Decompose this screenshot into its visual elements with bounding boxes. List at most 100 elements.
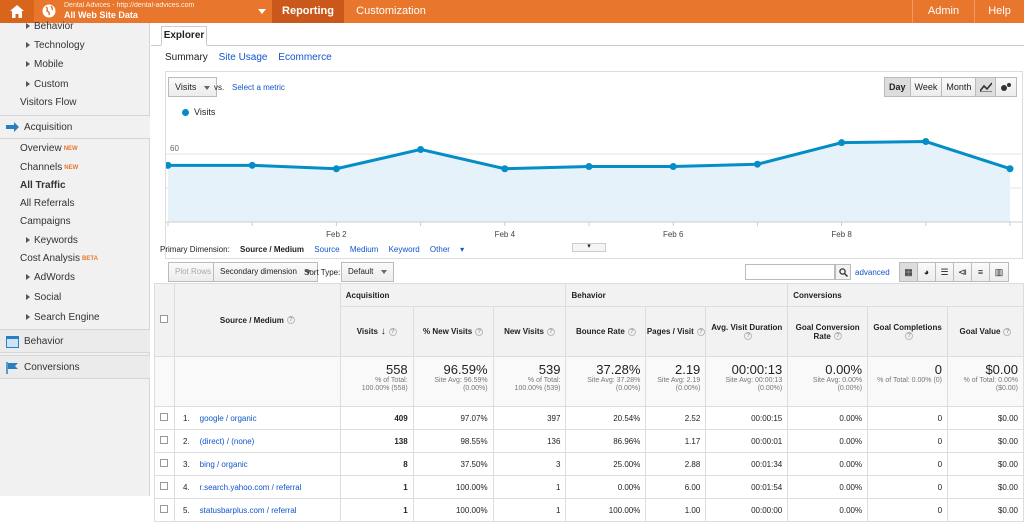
period-day-button[interactable]: Day: [885, 78, 911, 96]
account-dropdown-icon[interactable]: [258, 9, 266, 14]
subtab-ecommerce[interactable]: Ecommerce: [278, 52, 332, 63]
select-metric-link[interactable]: Select a metric: [232, 83, 285, 92]
help-icon[interactable]: ?: [905, 332, 914, 341]
help-icon[interactable]: ?: [627, 327, 636, 336]
account-selector[interactable]: Dental Advices - http://dental-advices.c…: [64, 2, 194, 21]
home-button[interactable]: [0, 0, 34, 23]
column-header[interactable]: Pages / Visit?: [645, 306, 707, 357]
data-point[interactable]: [166, 161, 172, 169]
row-checkbox[interactable]: [160, 436, 169, 444]
row-checkbox[interactable]: [160, 459, 169, 467]
view-pivot-button[interactable]: ▥: [990, 263, 1008, 281]
period-week-button[interactable]: Week: [910, 78, 943, 96]
sidebar-item-social[interactable]: Social: [0, 289, 150, 307]
view-term-cloud-button[interactable]: ≡: [972, 263, 990, 281]
source-medium-link[interactable]: r.search.yahoo.com / referral: [199, 482, 302, 492]
source-medium-link[interactable]: google / organic: [199, 413, 257, 423]
period-month-button[interactable]: Month: [942, 78, 976, 96]
data-point[interactable]: [501, 165, 509, 173]
column-header[interactable]: Avg. Visit Duration?: [705, 306, 789, 357]
column-source-medium[interactable]: Source / Medium?: [173, 283, 341, 357]
sidebar-item-custom[interactable]: Custom: [0, 76, 150, 94]
row-checkbox[interactable]: [160, 413, 169, 421]
chart-collapse-handle[interactable]: ▾: [572, 243, 606, 252]
source-medium-link[interactable]: (direct) / (none): [199, 436, 255, 446]
sidebar-item-channels[interactable]: Channels NEW: [0, 159, 150, 177]
view-performance-button[interactable]: ☰: [936, 263, 954, 281]
metric-cell: 2.52: [645, 406, 707, 430]
data-point[interactable]: [417, 145, 425, 153]
help-icon[interactable]: ?: [546, 327, 555, 336]
x-tick-label: Feb 2: [326, 230, 347, 239]
sidebar-item-overview[interactable]: Overview NEW: [0, 140, 150, 158]
data-point[interactable]: [922, 138, 930, 146]
data-point[interactable]: [1006, 165, 1014, 173]
column-header[interactable]: Bounce Rate?: [565, 306, 647, 357]
help-icon[interactable]: ?: [388, 327, 397, 336]
search-button[interactable]: [835, 264, 851, 280]
dimension-other[interactable]: Other ▾: [429, 245, 465, 254]
secondary-dimension-select[interactable]: Secondary dimension: [213, 262, 318, 282]
column-header[interactable]: % New Visits?: [412, 306, 494, 357]
line-chart-button[interactable]: [976, 78, 996, 96]
sidebar-item-seo[interactable]: Search Engine Optimization: [0, 309, 150, 341]
motion-chart-button[interactable]: [996, 78, 1016, 96]
subtab-summary[interactable]: Summary: [165, 52, 208, 63]
view-comparison-button[interactable]: ⧏: [954, 263, 972, 281]
table-search-input[interactable]: [745, 264, 835, 280]
help-icon[interactable]: ?: [833, 332, 842, 341]
dimension-keyword[interactable]: Keyword: [388, 245, 420, 254]
sidebar-item-mobile[interactable]: Mobile: [0, 56, 150, 74]
view-data-button[interactable]: ▦: [900, 263, 918, 281]
help-icon[interactable]: ?: [475, 327, 484, 336]
plot-rows-button[interactable]: Plot Rows: [168, 262, 219, 282]
subtab-site-usage[interactable]: Site Usage: [218, 52, 268, 63]
data-point[interactable]: [585, 162, 593, 170]
tab-help[interactable]: Help: [974, 0, 1024, 23]
help-icon[interactable]: ?: [1003, 327, 1012, 336]
column-header[interactable]: Goal Completions?: [867, 306, 949, 357]
data-point[interactable]: [669, 162, 677, 170]
advanced-filter-link[interactable]: advanced: [855, 268, 890, 277]
data-point[interactable]: [753, 160, 761, 168]
sidebar-section-behavior[interactable]: Behavior: [0, 329, 150, 353]
sidebar-item-technology[interactable]: Technology: [0, 37, 150, 55]
metric-select[interactable]: Visits: [168, 77, 218, 97]
help-icon[interactable]: ?: [286, 316, 295, 325]
column-header[interactable]: Goal Conversion Rate?: [787, 306, 869, 357]
column-header[interactable]: Visits ↓?: [339, 306, 414, 357]
beta-badge: BETA: [82, 256, 98, 262]
sidebar-item-visitors-flow[interactable]: Visitors Flow: [20, 97, 77, 108]
help-icon[interactable]: ?: [744, 332, 753, 341]
dimension-medium[interactable]: Medium: [349, 245, 379, 254]
view-percentage-button[interactable]: ◕: [918, 263, 936, 281]
sidebar-item-behavior-sub[interactable]: Behavior: [0, 18, 150, 36]
sidebar-item-label: Behavior: [34, 21, 74, 32]
select-all-checkbox[interactable]: [160, 315, 169, 323]
source-medium-link[interactable]: statusbarplus.com / referral: [199, 505, 297, 515]
data-point[interactable]: [332, 165, 340, 173]
row-checkbox[interactable]: [160, 505, 169, 513]
data-point[interactable]: [838, 139, 846, 147]
sidebar-item-all-traffic[interactable]: All Traffic: [20, 180, 66, 191]
tab-reporting[interactable]: Reporting: [272, 0, 344, 23]
sidebar-item-cost-analysis[interactable]: Cost Analysis BETA: [0, 250, 150, 268]
column-header[interactable]: New Visits?: [492, 306, 567, 357]
sidebar-section-conversions[interactable]: Conversions: [0, 355, 150, 379]
dimension-source-medium[interactable]: Source / Medium: [240, 245, 305, 254]
tab-explorer[interactable]: Explorer: [161, 26, 207, 46]
sort-type-select[interactable]: Default: [341, 262, 395, 282]
row-checkbox[interactable]: [160, 482, 169, 490]
sidebar-section-acquisition[interactable]: Acquisition: [0, 115, 150, 139]
source-medium-link[interactable]: bing / organic: [199, 459, 248, 469]
data-point[interactable]: [248, 161, 256, 169]
column-header[interactable]: Goal Value?: [947, 306, 1024, 357]
dimension-source[interactable]: Source: [314, 245, 340, 254]
sidebar-item-campaigns[interactable]: Campaigns: [20, 216, 71, 227]
sidebar-item-keywords[interactable]: Keywords: [0, 232, 150, 250]
sidebar-item-all-referrals[interactable]: All Referrals: [20, 198, 75, 209]
tab-customization[interactable]: Customization: [356, 5, 426, 17]
sidebar-item-adwords[interactable]: AdWords: [0, 269, 150, 287]
tab-admin[interactable]: Admin: [912, 0, 974, 23]
help-icon[interactable]: ?: [696, 327, 705, 336]
